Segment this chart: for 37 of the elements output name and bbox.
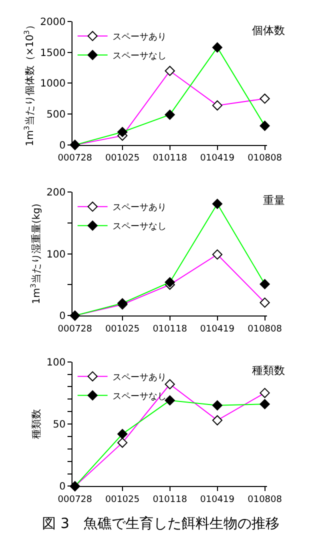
x-tick-label: 010118 [152, 495, 188, 506]
x-tick-label: 000728 [58, 324, 92, 334]
legend-label: スペーサなし [112, 52, 167, 62]
y-tick-label: 1500 [40, 48, 66, 59]
x-tick-label: 010419 [200, 324, 235, 334]
legend-label: スペーサあり [112, 32, 167, 43]
x-tick-label: 010808 [248, 154, 282, 164]
y-tick-label: 50 [52, 420, 66, 431]
x-tick-label: 000728 [58, 154, 92, 164]
y-axis-title: 種類数 [30, 409, 42, 440]
x-tick-label: 010118 [152, 324, 188, 334]
x-tick-label: 000728 [58, 495, 92, 506]
legend-label: スペーサあり [112, 203, 167, 214]
y-tick-label: 100 [46, 249, 66, 260]
chart-title: 種類数 [252, 364, 285, 377]
x-tick-label: 001025 [105, 495, 140, 506]
x-tick-label: 010808 [248, 324, 282, 334]
y-tick-label: 500 [46, 110, 66, 121]
y-tick-label: 0 [59, 140, 66, 152]
x-tick-label: 010419 [200, 154, 235, 164]
x-tick-label: 001025 [105, 324, 140, 334]
chart-title: 重量 [263, 194, 285, 207]
caption: 図 3 魚礁で生育した餌料生物の推移 [42, 515, 280, 532]
y-tick-label: 0 [59, 482, 66, 493]
y-tick-label: 1000 [40, 78, 66, 90]
x-tick-label: 010118 [152, 154, 188, 164]
legend-label: スペーサなし [112, 392, 167, 402]
y-tick-label: 200 [46, 188, 66, 199]
legend-label: スペーサなし [112, 222, 167, 232]
y-tick-label: 0 [59, 311, 66, 322]
y-tick-label: 2000 [40, 17, 66, 28]
x-tick-label: 001025 [105, 154, 140, 164]
x-tick-label: 010808 [248, 495, 282, 506]
x-tick-label: 010419 [200, 495, 235, 506]
y-tick-label: 100 [46, 357, 66, 368]
chart-title: 個体数 [252, 24, 285, 37]
legend-label: スペーサあり [112, 372, 167, 383]
